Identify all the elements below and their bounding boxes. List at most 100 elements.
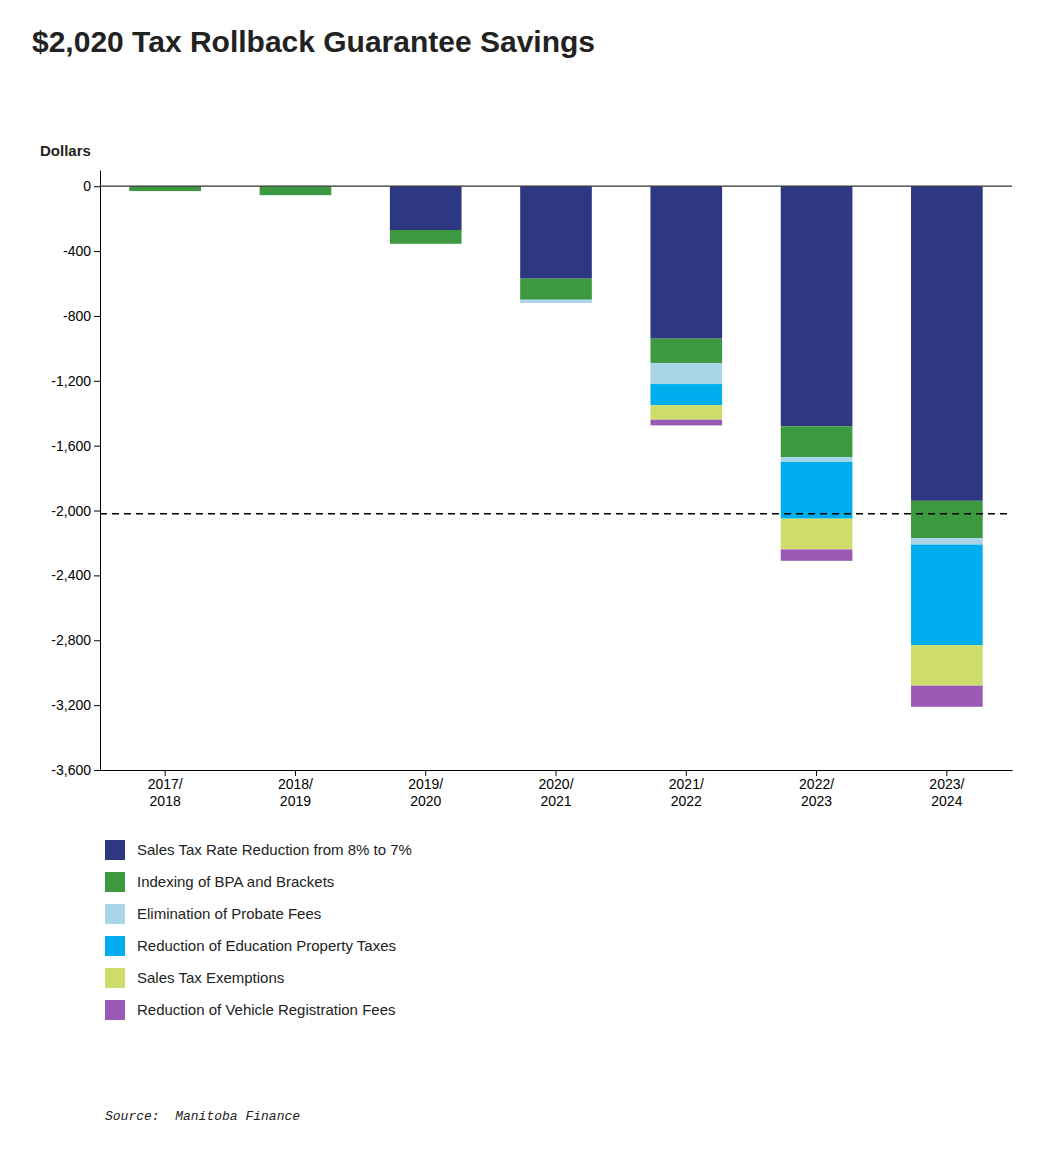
legend-label: Indexing of BPA and Brackets bbox=[137, 873, 334, 890]
bar bbox=[781, 519, 853, 550]
bar bbox=[260, 186, 332, 195]
bar bbox=[650, 384, 722, 405]
bar bbox=[911, 186, 983, 501]
legend-label: Elimination of Probate Fees bbox=[137, 905, 321, 922]
legend-swatch bbox=[105, 904, 125, 924]
zero-line bbox=[100, 186, 1012, 187]
bar bbox=[520, 279, 592, 300]
y-tick-mark bbox=[94, 575, 100, 576]
y-tick-label: 0 bbox=[83, 178, 91, 194]
x-tick-label-line: 2019 bbox=[280, 793, 311, 809]
legend-item: Elimination of Probate Fees bbox=[105, 904, 321, 924]
legend-item: Indexing of BPA and Brackets bbox=[105, 872, 334, 892]
x-tick: 2021/2022 bbox=[669, 770, 704, 809]
bar bbox=[650, 339, 722, 363]
x-tick: 2019/2020 bbox=[408, 770, 443, 809]
legend-swatch bbox=[105, 840, 125, 860]
x-axis: 2017/2018 2018/2019 2019/2020 2020/2021 2021… bbox=[101, 770, 1013, 809]
y-axis-label: Dollars bbox=[40, 142, 91, 159]
bar bbox=[650, 363, 722, 384]
x-tick-label-line: 2019/ bbox=[408, 776, 443, 792]
x-tick-label-line: 2021/ bbox=[669, 776, 704, 792]
x-tick-label-line: 2020 bbox=[410, 793, 441, 809]
y-tick: -3,200 bbox=[51, 697, 100, 713]
bar bbox=[520, 300, 592, 303]
x-tick-label-line: 2020/ bbox=[538, 776, 573, 792]
bar-series bbox=[129, 186, 982, 538]
y-tick: -800 bbox=[63, 308, 100, 324]
bar bbox=[781, 462, 853, 519]
reference-line bbox=[100, 513, 1012, 515]
title: $2,020 Tax Rollback Guarantee Savings bbox=[32, 25, 595, 58]
x-tick: 2020/2021 bbox=[538, 770, 573, 809]
legend-item: Sales Tax Rate Reduction from 8% to 7% bbox=[105, 840, 412, 860]
x-tick-label-line: 2023/ bbox=[929, 776, 964, 792]
y-tick-mark bbox=[94, 446, 100, 447]
bar bbox=[911, 538, 983, 544]
bar bbox=[911, 501, 983, 538]
y-axis-line bbox=[100, 171, 101, 771]
bar bbox=[781, 549, 853, 560]
x-tick-label: 2019/2020 bbox=[408, 776, 443, 809]
x-tick-label: 2018/2019 bbox=[278, 776, 313, 809]
y-tick: -2,000 bbox=[51, 503, 100, 519]
x-tick: 2017/2018 bbox=[148, 770, 183, 809]
bar bbox=[650, 420, 722, 426]
legend-item: Reduction of Vehicle Registration Fees bbox=[105, 1000, 395, 1020]
marks bbox=[100, 186, 1012, 707]
y-tick-mark bbox=[94, 705, 100, 706]
y-tick: -1,600 bbox=[51, 438, 100, 454]
y-tick: -2,800 bbox=[51, 632, 100, 648]
x-tick-label: 2020/2021 bbox=[538, 776, 573, 809]
y-tick-mark bbox=[94, 770, 100, 771]
x-tick-label-line: 2018 bbox=[150, 793, 181, 809]
x-tick-label: 2021/2022 bbox=[669, 776, 704, 809]
chart-container: $2,020 Tax Rollback Guarantee Savings 0 -4… bbox=[0, 0, 1052, 1150]
x-tick: 2018/2019 bbox=[278, 770, 313, 809]
x-tick-label-line: 2024 bbox=[931, 793, 962, 809]
y-tick-label: -400 bbox=[63, 243, 91, 259]
y-tick-label: -3,200 bbox=[51, 697, 91, 713]
y-tick-mark bbox=[94, 251, 100, 252]
y-tick-mark bbox=[94, 640, 100, 641]
bar-series bbox=[520, 300, 983, 545]
bar-series bbox=[390, 186, 983, 501]
legend-label: Sales Tax Rate Reduction from 8% to 7% bbox=[137, 841, 412, 858]
bar bbox=[781, 426, 853, 457]
y-tick: -3,600 bbox=[51, 762, 100, 778]
y-tick-label: -2,400 bbox=[51, 567, 91, 583]
y-tick-label: -2,800 bbox=[51, 632, 91, 648]
y-tick: -2,400 bbox=[51, 567, 100, 583]
bar bbox=[390, 186, 462, 230]
y-tick: -1,200 bbox=[51, 373, 100, 389]
legend-swatch bbox=[105, 968, 125, 988]
y-tick-label: -3,600 bbox=[51, 762, 91, 778]
bar-series bbox=[650, 384, 982, 645]
x-tick-label: 2023/2024 bbox=[929, 776, 964, 809]
y-tick-mark bbox=[94, 316, 100, 317]
y-tick-label: -800 bbox=[63, 308, 91, 324]
bar-series bbox=[650, 420, 982, 707]
y-tick: -400 bbox=[63, 243, 100, 259]
chart-svg: $2,020 Tax Rollback Guarantee Savings 0 -4… bbox=[0, 0, 1052, 1150]
bar bbox=[129, 186, 201, 191]
y-tick-label: -1,600 bbox=[51, 438, 91, 454]
y-tick-mark bbox=[94, 186, 100, 187]
legend-label: Sales Tax Exemptions bbox=[137, 969, 284, 986]
legend-label: Reduction of Education Property Taxes bbox=[137, 937, 396, 954]
bar bbox=[781, 457, 853, 462]
bar bbox=[650, 186, 722, 338]
legend-label: Reduction of Vehicle Registration Fees bbox=[137, 1001, 395, 1018]
x-tick-label-line: 2017/ bbox=[148, 776, 183, 792]
legend-swatch bbox=[105, 936, 125, 956]
bar bbox=[650, 405, 722, 420]
bar bbox=[520, 186, 592, 278]
y-axis: 0 -400 -800 -1,200 -1,600 -2,000 -2,400 -2,800 -… bbox=[51, 171, 100, 778]
bar bbox=[911, 686, 983, 707]
bar bbox=[911, 545, 983, 646]
x-tick-label: 2022/2023 bbox=[799, 776, 834, 809]
y-tick-label: -1,200 bbox=[51, 373, 91, 389]
x-tick: 2023/2024 bbox=[929, 770, 964, 809]
legend-item: Reduction of Education Property Taxes bbox=[105, 936, 396, 956]
y-tick: 0 bbox=[83, 178, 100, 194]
